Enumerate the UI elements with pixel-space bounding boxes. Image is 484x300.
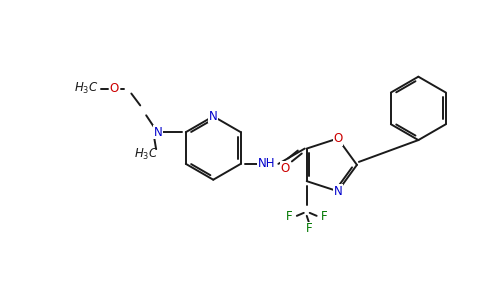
Text: N: N [333, 185, 342, 198]
Text: O: O [110, 82, 119, 95]
Text: NH: NH [258, 158, 275, 170]
Text: F: F [305, 222, 312, 235]
Text: O: O [280, 162, 289, 175]
Text: $H_3C$: $H_3C$ [75, 81, 99, 96]
Text: O: O [333, 132, 342, 145]
Text: $H_3C$: $H_3C$ [134, 146, 158, 161]
Text: F: F [321, 210, 328, 223]
Text: F: F [286, 210, 292, 223]
Text: N: N [209, 110, 218, 123]
Text: N: N [154, 126, 163, 139]
